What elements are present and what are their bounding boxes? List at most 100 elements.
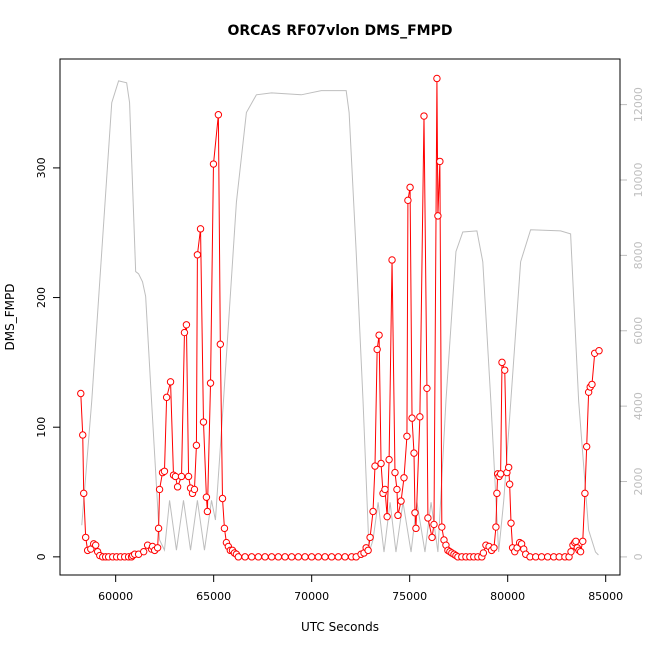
data-point	[430, 520, 438, 529]
data-point	[406, 183, 414, 192]
data-point	[576, 547, 585, 556]
y-tick-label: 0	[35, 553, 48, 560]
data-point	[371, 462, 379, 470]
data-point	[537, 553, 546, 561]
data-point	[579, 537, 587, 545]
data-point	[385, 455, 393, 464]
x-tick-label: 80000	[490, 590, 525, 603]
data-point	[490, 544, 498, 552]
data-point	[155, 485, 164, 494]
data-point	[383, 512, 391, 521]
data-point	[214, 111, 223, 119]
data-point	[206, 379, 215, 387]
data-point	[190, 485, 199, 494]
data-point	[166, 378, 175, 386]
data-point	[209, 160, 218, 168]
data-point	[375, 331, 383, 339]
data-point	[261, 553, 269, 561]
data-point	[391, 468, 399, 477]
data-point	[582, 442, 591, 451]
data-point	[410, 449, 418, 457]
data-point	[182, 321, 191, 329]
data-point	[79, 431, 87, 439]
data-point	[394, 511, 402, 520]
data-point	[595, 347, 603, 355]
data-point	[173, 483, 182, 491]
data-point	[504, 463, 513, 472]
data-point	[423, 384, 431, 393]
data-point	[160, 467, 169, 475]
data-point	[388, 256, 396, 264]
data-point	[408, 414, 416, 422]
data-point	[241, 553, 249, 561]
data-point	[373, 345, 381, 354]
data-point	[505, 480, 514, 488]
data-point	[287, 553, 296, 561]
data-point	[411, 509, 419, 517]
data-point	[501, 366, 509, 374]
data-point	[420, 112, 428, 120]
x-tick-label: 75000	[392, 590, 427, 603]
data-point	[581, 489, 589, 498]
data-point	[572, 537, 580, 545]
data-point	[139, 547, 148, 556]
y2-tick-label: 4000	[632, 392, 645, 420]
data-point	[400, 474, 408, 482]
data-point	[438, 523, 446, 531]
y-tick-label: 300	[35, 157, 48, 178]
data-point	[567, 547, 575, 556]
data-point	[403, 432, 411, 440]
data-point	[80, 489, 88, 498]
data-point	[234, 553, 243, 561]
data-point	[498, 358, 506, 367]
data-point	[428, 533, 436, 542]
y2-tick-label: 12000	[632, 87, 645, 122]
y2-tick-label: 8000	[632, 241, 645, 269]
y-tick-label: 200	[35, 287, 48, 308]
data-point	[404, 196, 412, 205]
plot-frame	[59, 58, 621, 576]
data-point	[294, 553, 303, 561]
data-point	[436, 157, 444, 166]
data-point	[254, 553, 263, 561]
data-point	[202, 493, 211, 501]
data-point	[199, 418, 208, 426]
data-point	[369, 507, 377, 516]
data-point	[193, 251, 202, 259]
data-point	[91, 541, 100, 549]
data-point	[341, 553, 349, 561]
data-point	[77, 389, 85, 398]
chart-title: ORCAS RF07vlon DMS_FMPD	[228, 23, 453, 39]
series-left-line	[80, 78, 600, 558]
y2-tick-label: 6000	[632, 317, 645, 345]
y2-tick-label: 10000	[632, 162, 645, 197]
data-point	[307, 553, 316, 561]
data-point	[377, 459, 385, 468]
data-point	[492, 523, 500, 531]
x-axis-label: UTC Seconds	[301, 620, 379, 634]
data-point	[153, 544, 162, 552]
data-point	[364, 546, 372, 555]
data-point	[397, 497, 405, 505]
data-point	[220, 524, 229, 533]
data-point	[433, 74, 441, 83]
data-point	[314, 553, 323, 561]
data-point	[416, 413, 424, 421]
data-point	[327, 553, 336, 561]
data-point	[543, 553, 552, 561]
y2-tick-label: 2000	[632, 468, 645, 496]
data-point	[479, 549, 488, 557]
x-tick-label: 60000	[98, 590, 133, 603]
y2-tick-label: 0	[632, 553, 645, 560]
x-tick-label: 70000	[294, 590, 329, 603]
data-point	[218, 494, 227, 503]
data-point	[203, 507, 212, 516]
data-point	[247, 553, 256, 561]
data-point	[366, 533, 374, 542]
data-point	[496, 470, 505, 478]
y-axis-label: DMS_FMPD	[3, 284, 17, 351]
plot-area	[77, 74, 603, 561]
data-point	[588, 380, 596, 389]
data-point	[162, 393, 171, 402]
